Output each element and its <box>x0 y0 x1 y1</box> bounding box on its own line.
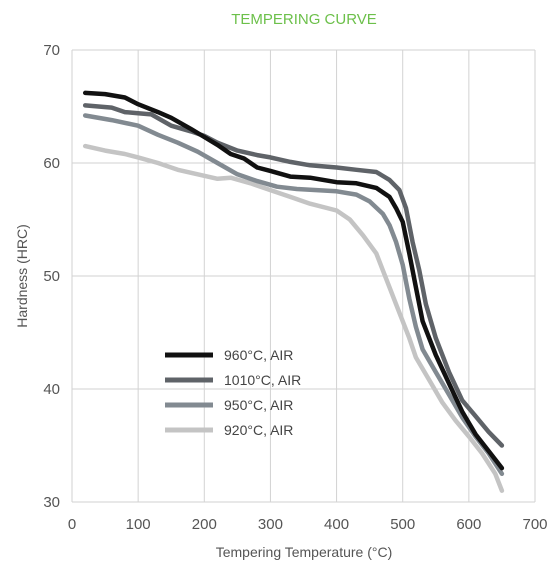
axis-ticks: 0 100 200 300 400 500 600 700 30 40 50 60 70 <box>43 42 547 533</box>
x-tick-label: 400 <box>324 516 349 533</box>
x-tick-label: 0 <box>68 516 76 533</box>
y-tick-label: 40 <box>43 381 60 398</box>
legend-label-2: 1010°C, AIR <box>224 372 301 388</box>
series-line-4 <box>85 146 502 491</box>
y-tick-label: 30 <box>43 494 60 511</box>
x-tick-label: 200 <box>192 516 217 533</box>
x-axis-label: Tempering Temperature (°C) <box>216 544 393 560</box>
x-tick-label: 500 <box>390 516 415 533</box>
y-tick-label: 70 <box>43 42 60 59</box>
legend: 960°C, AIR 1010°C, AIR 950°C, AIR 920°C, AI… <box>165 347 301 438</box>
legend-label-1: 960°C, AIR <box>224 347 293 363</box>
x-tick-label: 700 <box>522 516 547 533</box>
x-tick-label: 100 <box>126 516 151 533</box>
series-line-1 <box>85 93 502 468</box>
series-lines <box>85 93 502 491</box>
series-line-3 <box>85 116 502 474</box>
y-tick-label: 60 <box>43 155 60 172</box>
legend-label-4: 920°C, AIR <box>224 422 293 438</box>
y-tick-label: 50 <box>43 268 60 285</box>
y-axis-label: Hardness (HRC) <box>14 224 30 327</box>
chart-title: TEMPERING CURVE <box>231 11 377 28</box>
x-tick-label: 300 <box>258 516 283 533</box>
x-tick-label: 600 <box>456 516 481 533</box>
legend-label-3: 950°C, AIR <box>224 397 293 413</box>
